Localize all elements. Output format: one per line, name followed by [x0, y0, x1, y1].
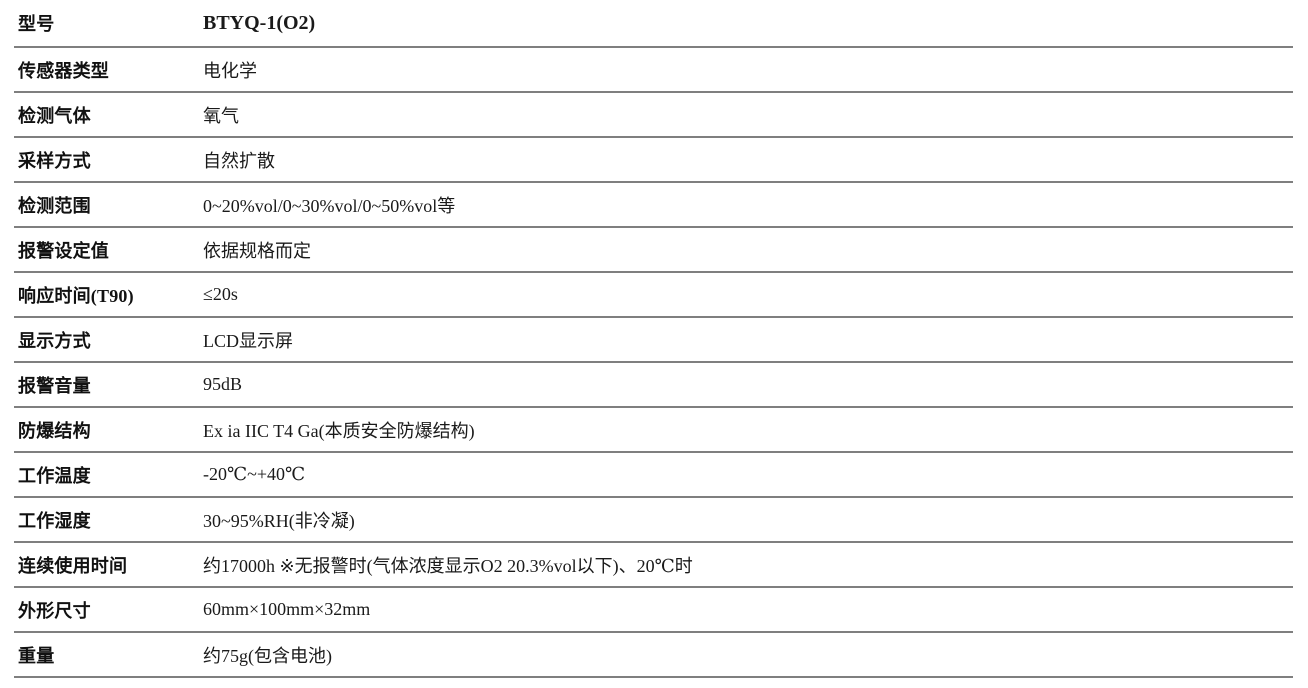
- table-row: 报警设定值 依据规格而定: [14, 228, 1293, 273]
- table-row: 采样方式 自然扩散: [14, 138, 1293, 183]
- spec-value: 0~20%vol/0~30%vol/0~50%vol等: [203, 195, 456, 216]
- table-row: 连续使用时间 约17000h ※无报警时(气体浓度显示O2 20.3%vol以下…: [14, 543, 1293, 588]
- spec-value: 95dB: [203, 374, 243, 394]
- table-row: 响应时间(T90) ≤20s: [14, 273, 1293, 318]
- spec-label: 响应时间(T90): [18, 285, 134, 306]
- spec-value: 60mm×100mm×32mm: [203, 599, 371, 619]
- spec-label: 采样方式: [18, 150, 91, 171]
- spec-label: 防爆结构: [18, 420, 91, 441]
- spec-value: ≤20s: [203, 284, 238, 304]
- spec-label: 传感器类型: [18, 60, 109, 81]
- spec-label: 重量: [18, 645, 55, 666]
- spec-value: 30~95%RH(非冷凝): [203, 510, 355, 531]
- table-row: 防爆结构 Ex ia IIC T4 Ga(本质安全防爆结构): [14, 408, 1293, 453]
- table-row: 工作温度 -20℃~+40℃: [14, 453, 1293, 498]
- spec-value: 约75g(包含电池): [203, 645, 332, 666]
- table-row: 重量 约75g(包含电池): [14, 633, 1293, 678]
- spec-value: BTYQ-1(O2): [203, 11, 316, 34]
- spec-value: Ex ia IIC T4 Ga(本质安全防爆结构): [203, 420, 475, 441]
- spec-value: 氧气: [203, 105, 239, 126]
- spec-label: 外形尺寸: [18, 600, 91, 621]
- table-row: 外形尺寸 60mm×100mm×32mm: [14, 588, 1293, 633]
- table-row: 传感器类型 电化学: [14, 48, 1293, 93]
- spec-label: 连续使用时间: [18, 555, 128, 576]
- table-row: 检测范围 0~20%vol/0~30%vol/0~50%vol等: [14, 183, 1293, 228]
- spec-value: 电化学: [203, 60, 257, 81]
- table-row: 工作湿度 30~95%RH(非冷凝): [14, 498, 1293, 543]
- spec-label: 报警音量: [18, 375, 91, 396]
- spec-label: 型号: [18, 14, 55, 34]
- spec-value: 自然扩散: [203, 150, 275, 171]
- table-row: 型号 BTYQ-1(O2): [14, 0, 1293, 48]
- spec-label: 检测范围: [18, 195, 91, 216]
- spec-label: 工作湿度: [18, 510, 91, 531]
- table-row: 显示方式 LCD显示屏: [14, 318, 1293, 363]
- spec-value: 约17000h ※无报警时(气体浓度显示O2 20.3%vol以下)、20℃时: [203, 555, 693, 576]
- spec-table: 型号 BTYQ-1(O2) 传感器类型 电化学 检测气体 氧气 采样方式 自然扩…: [14, 0, 1293, 678]
- spec-value: -20℃~+40℃: [203, 464, 306, 484]
- spec-value: LCD显示屏: [203, 330, 293, 351]
- table-row: 检测气体 氧气: [14, 93, 1293, 138]
- spec-label: 检测气体: [18, 105, 91, 126]
- spec-label: 显示方式: [18, 330, 91, 351]
- spec-label: 工作温度: [18, 465, 91, 486]
- spec-label: 报警设定值: [18, 240, 109, 261]
- spec-value: 依据规格而定: [203, 240, 311, 261]
- table-row: 报警音量 95dB: [14, 363, 1293, 408]
